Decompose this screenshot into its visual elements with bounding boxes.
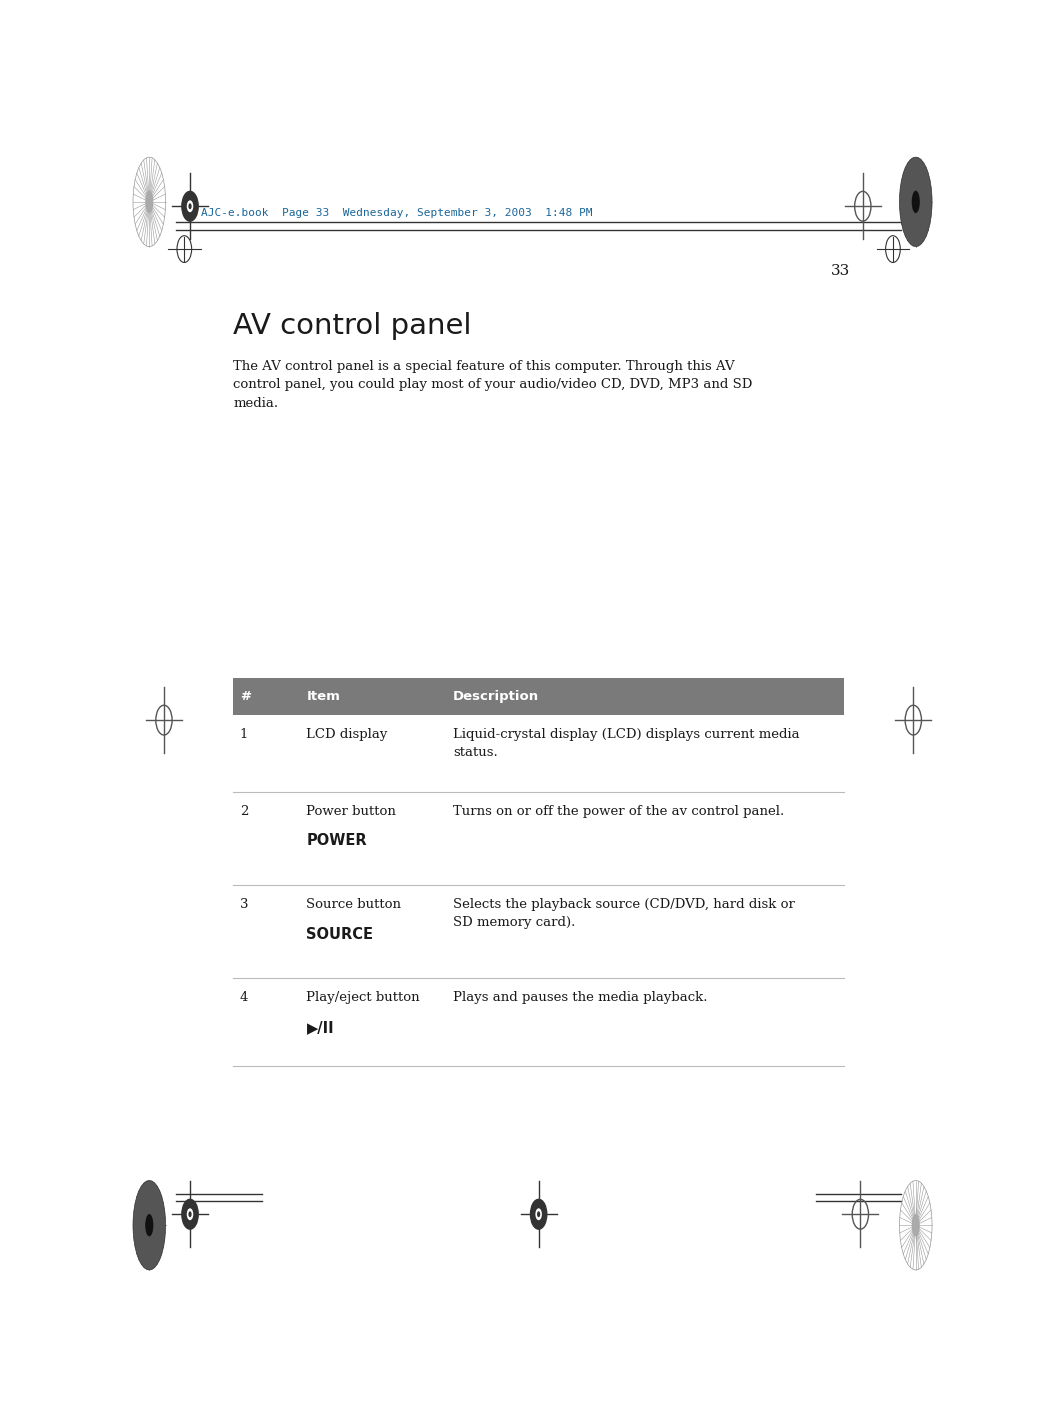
Text: LCD display: LCD display [307,727,388,742]
Ellipse shape [537,1211,540,1218]
Text: Plays and pauses the media playback.: Plays and pauses the media playback. [453,991,707,1004]
Text: SOURCE: SOURCE [307,927,373,941]
Ellipse shape [182,1199,199,1229]
Ellipse shape [187,1208,193,1221]
Text: 1: 1 [240,727,248,742]
Text: The AV control panel is a special feature of this computer. Through this AV
cont: The AV control panel is a special featur… [233,359,753,411]
Text: 33: 33 [830,264,849,278]
Bar [233,679,844,714]
Ellipse shape [188,1211,191,1218]
Ellipse shape [145,191,153,212]
Text: AV control panel: AV control panel [233,312,472,339]
Text: #: # [240,690,251,703]
Text: Description: Description [453,690,539,703]
Ellipse shape [188,204,191,210]
Ellipse shape [911,191,920,212]
Text: Item: Item [307,690,341,703]
Text: AJC-e.book  Page 33  Wednesday, September 3, 2003  1:48 PM: AJC-e.book Page 33 Wednesday, September … [201,208,592,218]
Ellipse shape [182,191,199,221]
Ellipse shape [145,1214,153,1236]
Ellipse shape [900,157,932,247]
Text: Source button: Source button [307,898,401,911]
Ellipse shape [187,200,193,212]
Text: Play/eject button: Play/eject button [307,991,420,1004]
Ellipse shape [133,1181,166,1271]
Text: Turns on or off the power of the av control panel.: Turns on or off the power of the av cont… [453,804,784,817]
Text: 4: 4 [240,991,248,1004]
Text: Selects the playback source (CD/DVD, hard disk or
SD memory card).: Selects the playback source (CD/DVD, har… [453,898,795,928]
Ellipse shape [531,1199,547,1229]
Text: Power button: Power button [307,804,396,817]
Text: 2: 2 [240,804,248,817]
Ellipse shape [911,1214,920,1236]
Text: Liquid-crystal display (LCD) displays current media
status.: Liquid-crystal display (LCD) displays cu… [453,727,800,759]
Ellipse shape [535,1208,542,1221]
Text: ▶/II: ▶/II [307,1020,334,1035]
Text: POWER: POWER [307,833,367,848]
Text: 3: 3 [240,898,248,911]
